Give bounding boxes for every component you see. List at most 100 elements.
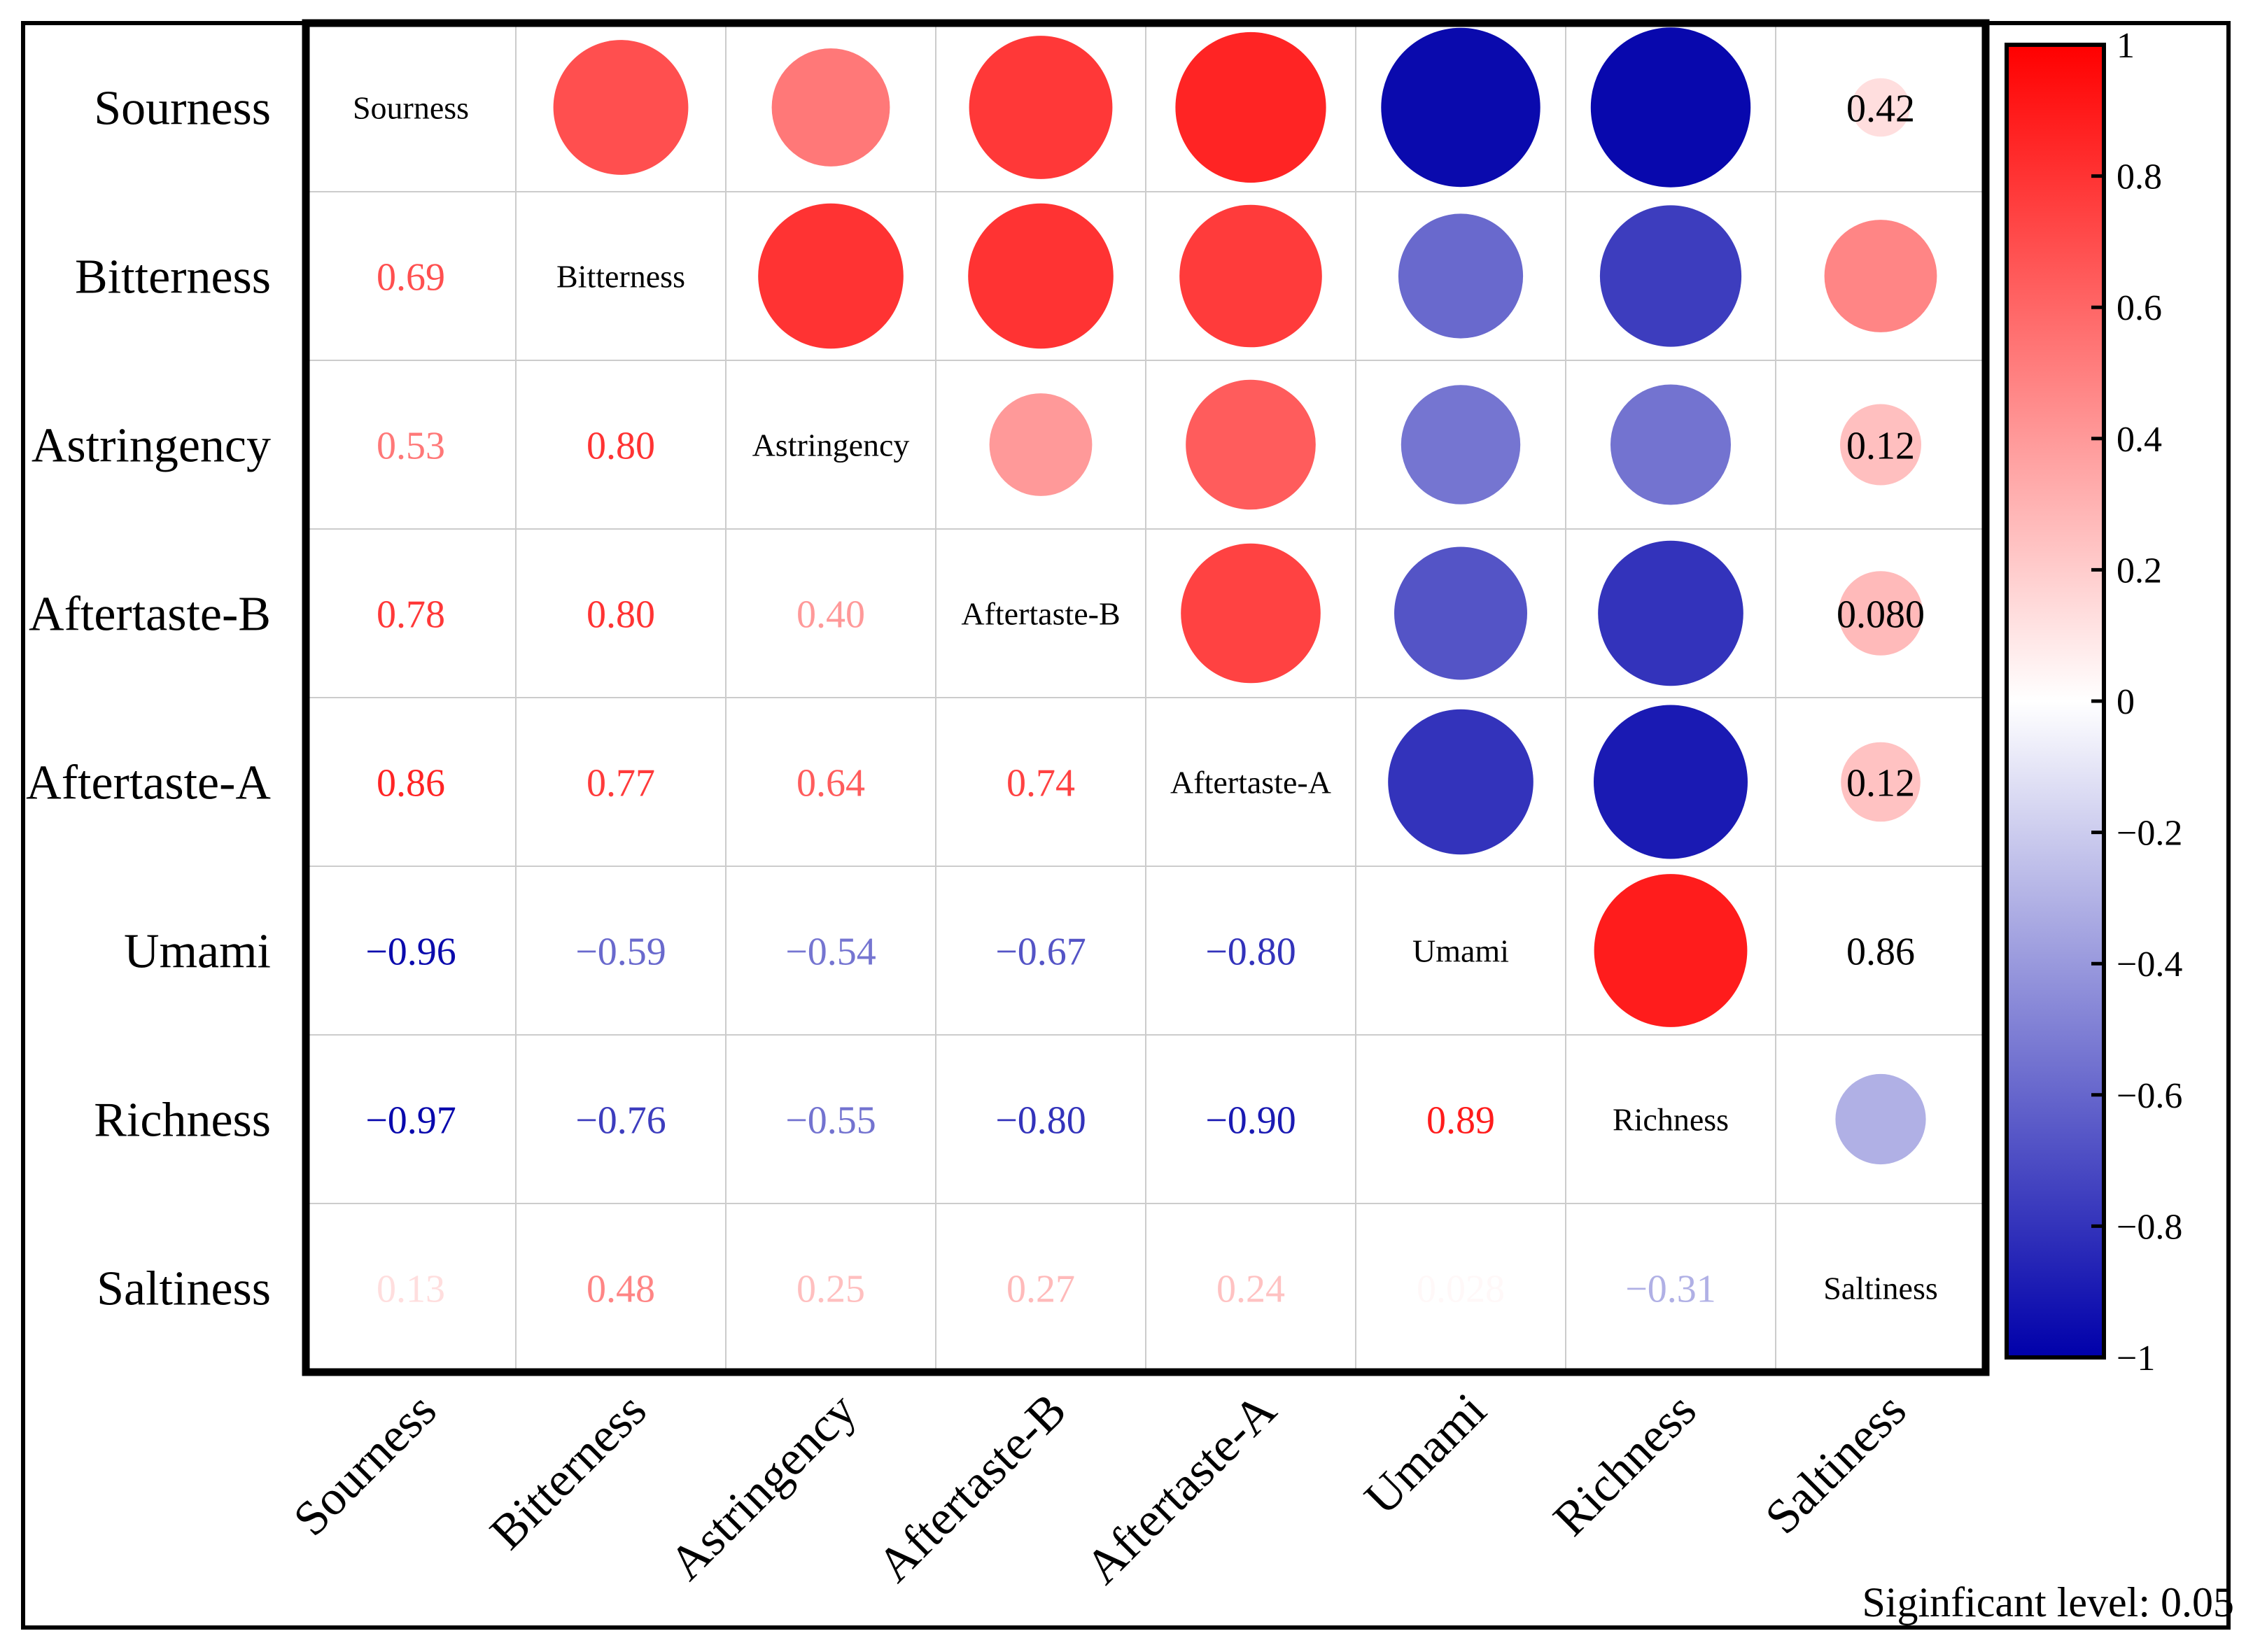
colorbar xyxy=(2005,43,2106,1360)
correlation-circle xyxy=(1394,546,1527,680)
correlation-circle xyxy=(1590,27,1751,188)
correlation-value: 0.69 xyxy=(377,256,445,299)
correlation-circle xyxy=(1179,204,1322,348)
column-label-saltiness: Saltiness xyxy=(1755,1383,1916,1544)
correlation-circle xyxy=(1841,742,1921,822)
correlation-value: −0.67 xyxy=(995,931,1086,974)
correlation-value: 0.13 xyxy=(377,1268,445,1311)
correlation-value: 0.028 xyxy=(1417,1268,1505,1311)
correlation-circle xyxy=(1838,571,1923,656)
diagonal-label: Aftertaste-A xyxy=(1170,765,1331,800)
correlation-circle xyxy=(1186,379,1316,510)
correlation-circle xyxy=(1594,705,1748,859)
correlation-value: 0.53 xyxy=(377,425,445,468)
correlation-circle xyxy=(1594,874,1748,1027)
correlation-value: −0.80 xyxy=(995,1099,1086,1143)
row-label-bitterness: Bitterness xyxy=(75,250,271,304)
correlation-value: 0.24 xyxy=(1216,1268,1285,1311)
correlation-circle xyxy=(1181,543,1321,684)
correlation-circle xyxy=(1401,385,1521,504)
correlation-circle xyxy=(969,36,1113,179)
correlation-circle xyxy=(1824,220,1937,332)
column-label-richness: Richness xyxy=(1543,1383,1706,1546)
correlation-value: −0.54 xyxy=(785,931,876,974)
correlation-circle xyxy=(1840,404,1921,486)
correlation-circle xyxy=(1175,31,1326,183)
correlation-circle xyxy=(1398,213,1524,339)
row-label-richness: Richness xyxy=(94,1094,271,1148)
colorbar-tick-label: 0 xyxy=(2117,682,2135,722)
correlation-circle xyxy=(989,393,1093,496)
column-label-sourness: Sourness xyxy=(283,1383,447,1546)
correlation-circle xyxy=(1381,27,1540,188)
colorbar-tick-label: −0.2 xyxy=(2117,814,2182,854)
row-label-umami: Umami xyxy=(124,925,271,979)
significance-footnote: Siginficant level: 0.05 xyxy=(1862,1579,2234,1625)
correlation-value: −0.31 xyxy=(1625,1268,1716,1311)
correlation-value: 0.78 xyxy=(377,593,445,637)
colorbar-tick-label: 0.8 xyxy=(2117,157,2162,197)
colorbar-tick-label: −0.4 xyxy=(2117,945,2182,984)
colorbar-tick-label: −0.6 xyxy=(2117,1076,2182,1116)
correlation-value: 0.080 xyxy=(1837,593,1925,637)
diagonal-label: Bitterness xyxy=(556,259,685,295)
correlation-value: 0.12 xyxy=(1846,425,1915,468)
column-label-aftertaste-b: Aftertaste-B xyxy=(867,1383,1076,1593)
correlation-value: 0.89 xyxy=(1426,1099,1495,1143)
correlation-value: 0.25 xyxy=(796,1268,865,1311)
correlation-value: −0.55 xyxy=(785,1099,876,1143)
correlation-value: 0.80 xyxy=(587,593,655,637)
correlation-value: 0.42 xyxy=(1846,87,1915,131)
heatmap-cells: Sourness 0.42 0.69 Bitterness 0.53 0.80 Astrin… xyxy=(353,27,1938,1311)
correlation-value: 0.80 xyxy=(587,425,655,468)
diagonal-label: Richness xyxy=(1613,1102,1729,1138)
column-label-umami: Umami xyxy=(1354,1383,1496,1525)
column-labels: Sourness Bitterness Astringency Aftertaste-… xyxy=(283,1383,1916,1595)
colorbar-tick-label: −0.8 xyxy=(2117,1207,2182,1247)
correlation-value: 0.86 xyxy=(377,762,445,805)
correlation-circle xyxy=(1599,205,1742,347)
colorbar-tick-label: 0.6 xyxy=(2117,288,2162,328)
row-label-sourness: Sourness xyxy=(94,82,271,136)
column-label-astringency: Astringency xyxy=(659,1383,866,1590)
row-label-astringency: Astringency xyxy=(31,419,271,473)
correlation-circle xyxy=(1598,540,1743,686)
correlation-value: 0.27 xyxy=(1006,1268,1075,1311)
correlation-value: 0.12 xyxy=(1846,762,1915,805)
correlation-circle xyxy=(758,203,904,349)
correlation-value: 0.48 xyxy=(587,1268,655,1311)
correlation-value: 0.40 xyxy=(796,593,865,637)
diagonal-label: Aftertaste-B xyxy=(961,596,1120,632)
correlation-circle xyxy=(771,48,890,167)
correlation-value: 0.64 xyxy=(796,762,865,805)
colorbar-tick-label: 1 xyxy=(2117,26,2135,66)
correlation-circle xyxy=(968,203,1114,349)
correlation-value: −0.97 xyxy=(365,1099,456,1143)
correlation-circle xyxy=(1851,78,1910,137)
diagonal-label: Sourness xyxy=(353,90,469,126)
column-label-aftertaste-a: Aftertaste-A xyxy=(1075,1383,1286,1595)
diagonal-label: Saltiness xyxy=(1823,1271,1938,1306)
diagonal-label: Umami xyxy=(1412,933,1509,969)
plot-border xyxy=(302,19,1990,1376)
grid-lines xyxy=(306,23,1986,1372)
correlation-value: −0.80 xyxy=(1205,931,1296,974)
row-label-saltiness: Saltiness xyxy=(97,1262,271,1316)
row-label-aftertaste-a: Aftertaste-A xyxy=(26,756,271,810)
correlation-value: 0.74 xyxy=(1006,762,1075,805)
correlation-value: −0.76 xyxy=(575,1099,666,1143)
colorbar-tick-label: −1 xyxy=(2117,1339,2155,1378)
correlation-value: −0.59 xyxy=(575,931,666,974)
diagonal-label: Astringency xyxy=(752,428,910,463)
correlation-circle xyxy=(553,40,689,175)
correlation-circle xyxy=(1835,1073,1926,1165)
row-label-aftertaste-b: Aftertaste-B xyxy=(29,588,271,642)
correlation-value: −0.90 xyxy=(1205,1099,1296,1143)
colorbar-ticks: 1 0.8 0.6 0.4 0.2 0 −0.2 −0.4 −0.6 −0.8 −1 xyxy=(2091,26,2182,1378)
column-label-bitterness: Bitterness xyxy=(480,1383,657,1560)
correlation-value: 0.77 xyxy=(587,762,655,805)
correlation-circle xyxy=(1388,709,1533,855)
colorbar-tick-label: 0.2 xyxy=(2117,551,2162,591)
correlation-value: 0.86 xyxy=(1846,931,1915,974)
